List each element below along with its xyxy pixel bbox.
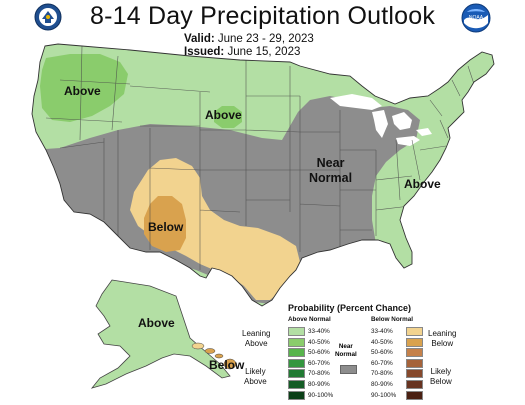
label-east-above: Above: [404, 177, 441, 191]
legend-above-swatch: [288, 348, 305, 358]
legend-below-row: 33-40%: [236, 327, 476, 336]
legend-above-percent: 80-90%: [308, 381, 330, 388]
above-40-50-n-region: [214, 106, 242, 128]
label-alaska-above: Above: [138, 316, 175, 330]
legend-below-percent: 50-60%: [371, 349, 393, 357]
legend-below-percent: 40-50%: [371, 338, 393, 346]
legend-above-row: 33-40%: [236, 327, 476, 336]
legend-above-row: 60-70%: [236, 358, 476, 368]
legend-above-row: 70-80%: [236, 369, 476, 379]
legend-likely-below: Likely Below: [430, 367, 452, 386]
legend-above-header: Above Normal: [288, 316, 331, 323]
below-33-40-region: [130, 158, 300, 300]
issued-value: June 15, 2023: [227, 46, 301, 58]
valid-label: Valid:: [184, 33, 215, 45]
legend-above-swatch: [288, 358, 305, 368]
legend-below-swatch: [406, 390, 423, 400]
hawaii-region: [191, 342, 237, 370]
legend-above-swatch: [288, 369, 305, 379]
label-near-normal: Near Normal: [309, 156, 353, 185]
noaa-logo-icon: NOAA: [461, 3, 491, 33]
legend-below-swatch: [406, 380, 423, 389]
legend-above-percent: 33-40%: [308, 328, 330, 335]
legend-below-row: 40-50%: [236, 337, 476, 347]
legend-near-swatch: [340, 365, 357, 374]
commerce-seal-icon: [34, 3, 62, 31]
above-40-50-nw-region: [40, 54, 128, 122]
legend-above-row: 90-100%: [236, 390, 476, 400]
legend-near-header: Near Normal: [335, 343, 357, 358]
legend-below-swatch: [406, 337, 423, 347]
label-sw-below: Below: [148, 220, 184, 234]
legend-below-row: 60-70%: [236, 358, 476, 368]
legend-below-percent: 33-40%: [371, 328, 393, 335]
legend-below-percent: 60-70%: [371, 359, 393, 367]
great-lakes: [330, 94, 432, 146]
issued-label: Issued:: [184, 46, 225, 58]
legend-above-row: 80-90%: [236, 380, 476, 389]
legend-below-swatch: [406, 358, 423, 368]
legend-above-percent: 40-50%: [308, 338, 330, 346]
legend-leaning-below: Leaning Below: [428, 329, 457, 348]
legend-above-percent: 50-60%: [308, 349, 330, 357]
legend-title: Probability (Percent Chance): [288, 303, 412, 313]
legend-above-percent: 70-80%: [308, 370, 330, 378]
valid-value: June 23 - 29, 2023: [217, 33, 314, 45]
legend-below-swatch: [406, 369, 423, 379]
below-40-50-region: [144, 196, 186, 252]
legend-below-percent: 90-100%: [371, 391, 397, 399]
legend-below-percent: 70-80%: [371, 370, 393, 378]
valid-line: Valid: June 23 - 29, 2023: [184, 33, 314, 45]
label-nw-above: Above: [64, 84, 101, 98]
legend-below-swatch: [406, 348, 423, 358]
legend-below-percent: 80-90%: [371, 381, 393, 388]
noaa-logo-text: NOAA: [469, 15, 484, 21]
legend-below-row: 50-60%: [236, 348, 476, 358]
legend-likely-above: Likely Above: [244, 367, 267, 386]
legend-above-swatch: [288, 390, 305, 400]
legend-above-row: 50-60%: [236, 348, 476, 358]
legend-above-swatch: [288, 327, 305, 336]
legend-above-row: 40-50%: [236, 337, 476, 347]
label-north-above: Above: [205, 108, 242, 122]
legend-above-swatch: [288, 337, 305, 347]
page-title: 8-14 Day Precipitation Outlook: [89, 2, 436, 30]
legend-above-percent: 60-70%: [308, 359, 330, 367]
legend-below-swatch: [406, 327, 423, 336]
label-hawaii-below: Below: [209, 358, 245, 372]
legend-below-row: 80-90%: [236, 380, 476, 389]
legend-below-header: Below Normal: [371, 316, 413, 323]
legend-below-row: 90-100%: [236, 390, 476, 400]
issued-line: Issued: June 15, 2023: [184, 46, 300, 58]
legend-leaning-above: Leaning Above: [242, 329, 271, 348]
legend-above-percent: 90-100%: [308, 391, 334, 399]
legend-above-swatch: [288, 380, 305, 389]
legend: Probability (Percent Chance) Above Norma…: [236, 299, 476, 404]
legend-below-row: 70-80%: [236, 369, 476, 379]
